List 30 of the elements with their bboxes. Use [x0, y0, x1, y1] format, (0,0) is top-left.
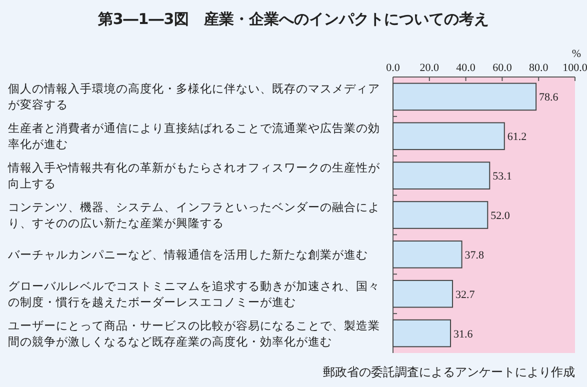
- data-label: 37.8: [464, 249, 485, 262]
- x-tick-label: 100.0: [562, 62, 587, 74]
- bar: [392, 240, 462, 268]
- y-tick-label: 情報入手や情報共有化の革新がもたらされオフィスワークの生産性が向上する: [7, 160, 381, 191]
- bar: [392, 201, 488, 229]
- chart-title: 第3―1―3図 産業・企業へのインパクトについての考え: [96, 10, 490, 28]
- x-tick-label: 60.0: [492, 62, 512, 74]
- data-label: 32.7: [456, 288, 476, 301]
- data-label: 78.6: [539, 92, 559, 104]
- data-label: 53.1: [492, 170, 512, 183]
- bar: [392, 82, 537, 111]
- data-label: 61.2: [507, 131, 527, 144]
- y-tick-label: ユーザーにとって商品・サービスの比較が容易になることで、製造業間の競争が激しくなるなど既存産業の高度化・効率化が進む: [8, 318, 380, 348]
- data-label: 31.6: [454, 328, 474, 340]
- text: 郵政省の委託調査によるアンケートにより作成: [323, 365, 575, 379]
- x-tick-label: 40.0: [456, 62, 476, 74]
- y-tick-label: 個人の情報入手環境の高度化・多様化に伴ない、既存のマスメディアが変容する: [8, 82, 380, 112]
- bar: [392, 162, 490, 190]
- y-tick-label: バーチャルカンパニーなど、情報通信を活用した新たな創業が進む: [7, 247, 368, 262]
- x-axis-title: %: [572, 48, 581, 60]
- x-tick-label: 80.0: [528, 62, 549, 74]
- bar: [392, 122, 505, 150]
- y-tick-label: グローバルレベルでコストミニマムを追求する動きが加速され、国々の制度・慣行を越えたボーダーレスエコノミーが進む: [8, 278, 380, 309]
- bar: [392, 280, 454, 308]
- x-tick-label: 20.0: [420, 62, 440, 74]
- y-tick-label: 生産者と消費者が通信により直接結ばれることで流通業や広告業の効率化が進む: [8, 121, 380, 152]
- x-tick-label: 0.0: [386, 62, 400, 74]
- data-label: 52.0: [490, 210, 510, 222]
- bar: [392, 319, 452, 348]
- y-tick-label: コンテンツ、機器、システム、インフラといったベンダーの融合により、すそのの広い新たな産業が興隆する: [8, 200, 380, 230]
